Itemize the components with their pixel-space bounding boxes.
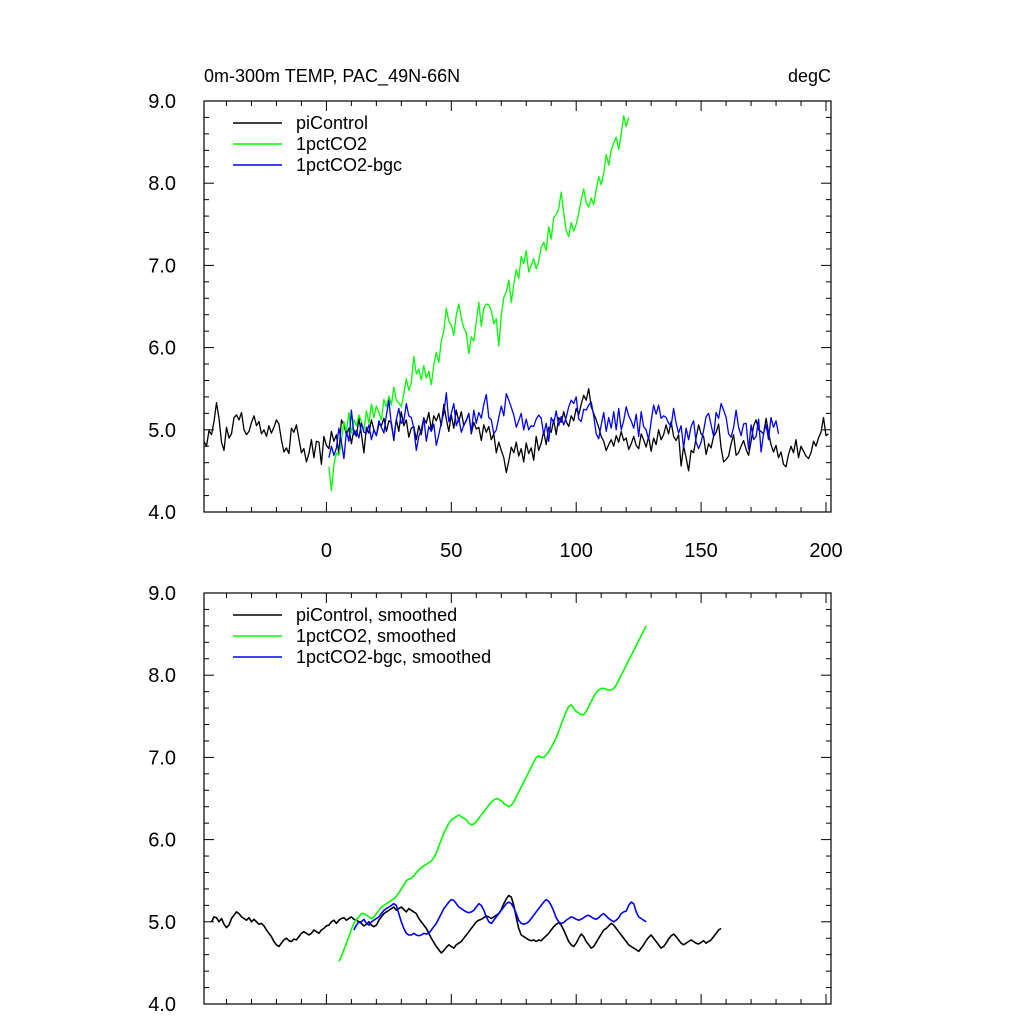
plot-frame	[203, 100, 832, 513]
x-tick-label: 100	[560, 540, 593, 562]
series-line-1pctco2	[328, 115, 630, 492]
plot-frame	[203, 592, 832, 1005]
y-tick-label: 9.0	[148, 583, 176, 605]
y-tick-label: 6.0	[148, 830, 176, 852]
y-tick-label: 4.0	[148, 994, 176, 1016]
series-line-picontrol-smoothed	[210, 894, 722, 954]
legend-label: piControl	[296, 113, 368, 133]
legend-label: piControl, smoothed	[296, 605, 457, 625]
y-tick-label: 9.0	[148, 91, 176, 113]
series-line-1pctco2-smoothed	[338, 625, 647, 962]
y-tick-label: 7.0	[148, 255, 176, 277]
legend-label: 1pctCO2-bgc, smoothed	[296, 647, 491, 667]
x-tick-label: 150	[684, 540, 717, 562]
series-line-1pctco2-bgc-smoothed	[353, 898, 647, 937]
chart-1-title: 0m-300m TEMP, PAC_49N-66N	[204, 66, 460, 87]
x-tick-label: 0	[321, 540, 332, 562]
legend-label: 1pctCO2	[296, 134, 367, 154]
chart-1-plot: 4.05.06.07.08.09.00 50 100 150 200piControl1…	[148, 91, 843, 562]
series-line-1pctco2-bgc	[328, 392, 780, 460]
x-tick-label: 50	[440, 540, 462, 562]
y-tick-label: 6.0	[148, 338, 176, 360]
y-tick-label: 5.0	[148, 420, 176, 442]
y-tick-label: 8.0	[148, 665, 176, 687]
chart-1-units: degC	[788, 66, 831, 86]
legend-label: 1pctCO2-bgc	[296, 155, 402, 175]
y-tick-label: 5.0	[148, 912, 176, 934]
series-line-picontrol	[204, 388, 829, 474]
y-tick-label: 4.0	[148, 502, 176, 524]
y-tick-label: 7.0	[148, 747, 176, 769]
x-tick-label: 200	[809, 540, 842, 562]
y-tick-label: 8.0	[148, 173, 176, 195]
legend-label: 1pctCO2, smoothed	[296, 626, 456, 646]
